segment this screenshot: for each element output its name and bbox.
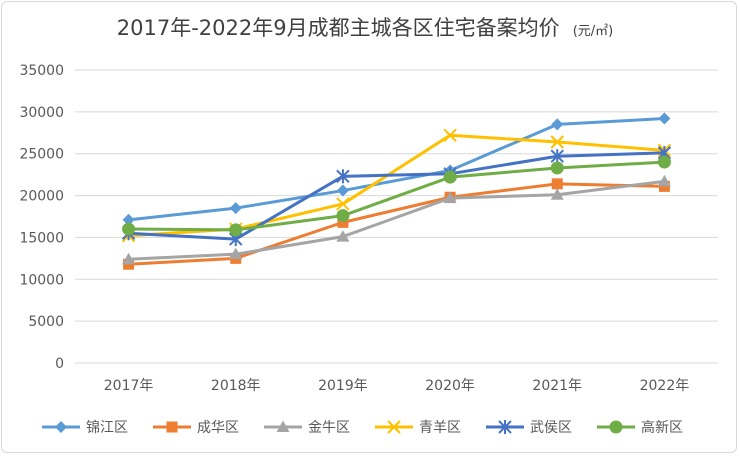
y-tick-label-2: 10000: [19, 272, 64, 288]
y-tick-label-4: 20000: [19, 189, 64, 205]
legend-item-2: 金牛区: [264, 420, 350, 436]
data-point-3-2: [336, 197, 350, 211]
legend-marker-0: [55, 421, 67, 433]
x-axis: 2017年 2018年 2019年 2020年 2021年 2022年: [104, 378, 689, 394]
y-axis: 0 5000 10000 15000 20000 25000 30000 35000: [19, 63, 64, 372]
data-point-5-5: [657, 155, 671, 169]
series-line-5: [127, 160, 666, 232]
legend-label-3: 青羊区: [419, 420, 461, 436]
legend-label-0: 锦江区: [86, 419, 128, 436]
chart-title-main: 2017年-2022年9月成都主城各区住宅备案均价: [117, 16, 560, 40]
legend-marker-1: [166, 421, 178, 433]
series-line-2: [127, 179, 666, 261]
x-tick-label-4: 2021年: [532, 378, 582, 394]
data-point-2-4: [550, 188, 564, 200]
series-line-1: [127, 182, 666, 266]
data-point-0-5: [658, 112, 671, 125]
data-point-5-1: [229, 223, 243, 237]
legend-marker-2: [276, 420, 290, 432]
data-point-0-0: [122, 213, 135, 226]
series-2: [122, 174, 671, 265]
series-0: [122, 112, 671, 226]
data-point-3-3: [443, 128, 457, 143]
data-point-2-0: [122, 252, 136, 265]
data-point-2-2: [336, 230, 350, 242]
chart-title-unit: (元/㎡): [573, 24, 614, 39]
data-point-5-0: [122, 222, 136, 236]
legend-marker-3: [387, 420, 401, 434]
data-point-2-3: [443, 191, 457, 204]
legend-item-0: 锦江区: [42, 419, 128, 436]
y-tick-label-1: 5000: [28, 314, 64, 330]
data-point-4-2: [336, 169, 350, 184]
data-point-5-2: [336, 209, 350, 223]
legend-label-4: 武侯区: [530, 420, 572, 436]
y-tick-label-0: 0: [55, 356, 64, 372]
series-5: [122, 155, 671, 237]
x-tick-label-0: 2017年: [104, 378, 154, 394]
data-point-5-3: [443, 170, 457, 184]
y-tick-label-5: 25000: [19, 147, 64, 163]
data-point-4-4: [550, 149, 564, 164]
legend: 锦江区 成华区 金牛区 青羊区 武侯区 高新区: [42, 419, 683, 436]
series-line-0: [127, 117, 666, 222]
series-line-4: [127, 151, 666, 241]
data-point-3-4: [550, 135, 564, 149]
data-point-1-0: [123, 258, 135, 270]
data-point-0-2: [336, 184, 349, 197]
data-point-0-1: [229, 202, 242, 215]
series-group: [121, 112, 672, 270]
data-point-0-4: [551, 118, 564, 131]
legend-item-4: 武侯区: [486, 420, 572, 436]
y-tick-label-6: 30000: [19, 105, 64, 121]
legend-label-5: 高新区: [641, 419, 683, 436]
data-point-1-2: [337, 216, 349, 228]
legend-item-1: 成华区: [153, 420, 239, 436]
chart-title: 2017年-2022年9月成都主城各区住宅备案均价 (元/㎡): [117, 16, 613, 40]
x-tick-label-5: 2022年: [640, 378, 690, 394]
legend-marker-5: [609, 420, 623, 434]
legend-label-2: 金牛区: [308, 420, 350, 436]
y-tick-label-3: 15000: [19, 230, 64, 246]
x-tick-label-2: 2019年: [318, 378, 368, 394]
data-point-1-4: [551, 178, 563, 190]
data-point-5-4: [550, 161, 564, 175]
legend-item-5: 高新区: [597, 419, 683, 436]
x-tick-label-3: 2020年: [425, 378, 475, 394]
x-tick-label-1: 2018年: [211, 378, 261, 394]
data-point-1-5: [658, 180, 670, 192]
legend-marker-4: [498, 420, 512, 434]
legend-item-3: 青羊区: [375, 420, 461, 436]
y-tick-label-7: 35000: [19, 63, 64, 79]
data-point-2-5: [657, 174, 671, 187]
legend-label-1: 成华区: [197, 420, 239, 436]
data-point-2-1: [229, 247, 243, 260]
